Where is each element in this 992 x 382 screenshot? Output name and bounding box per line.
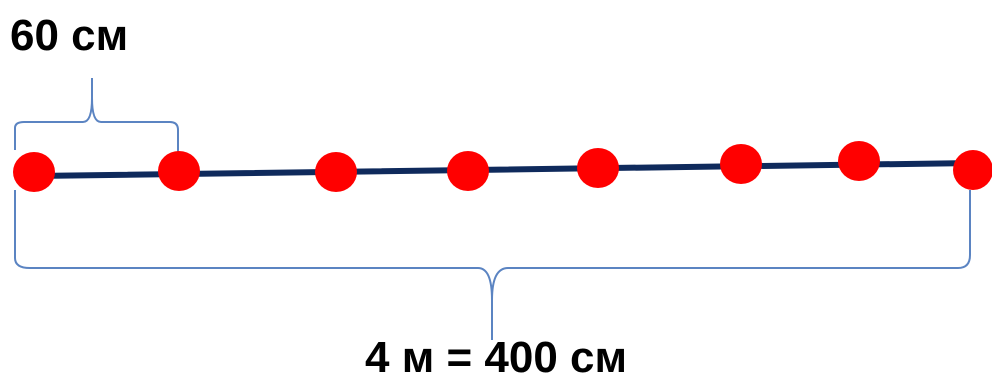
top-brace: [14, 78, 179, 152]
dot: [315, 152, 357, 192]
dot: [447, 151, 489, 191]
dot: [720, 144, 762, 184]
dot: [953, 150, 992, 190]
bottom-brace: [14, 190, 971, 340]
dot: [13, 152, 55, 192]
total-length-label: 4 м = 400 см: [365, 333, 628, 382]
dot: [838, 141, 880, 181]
segment-length-label: 60 см: [10, 11, 129, 60]
dot: [577, 148, 619, 188]
dot: [158, 151, 200, 191]
